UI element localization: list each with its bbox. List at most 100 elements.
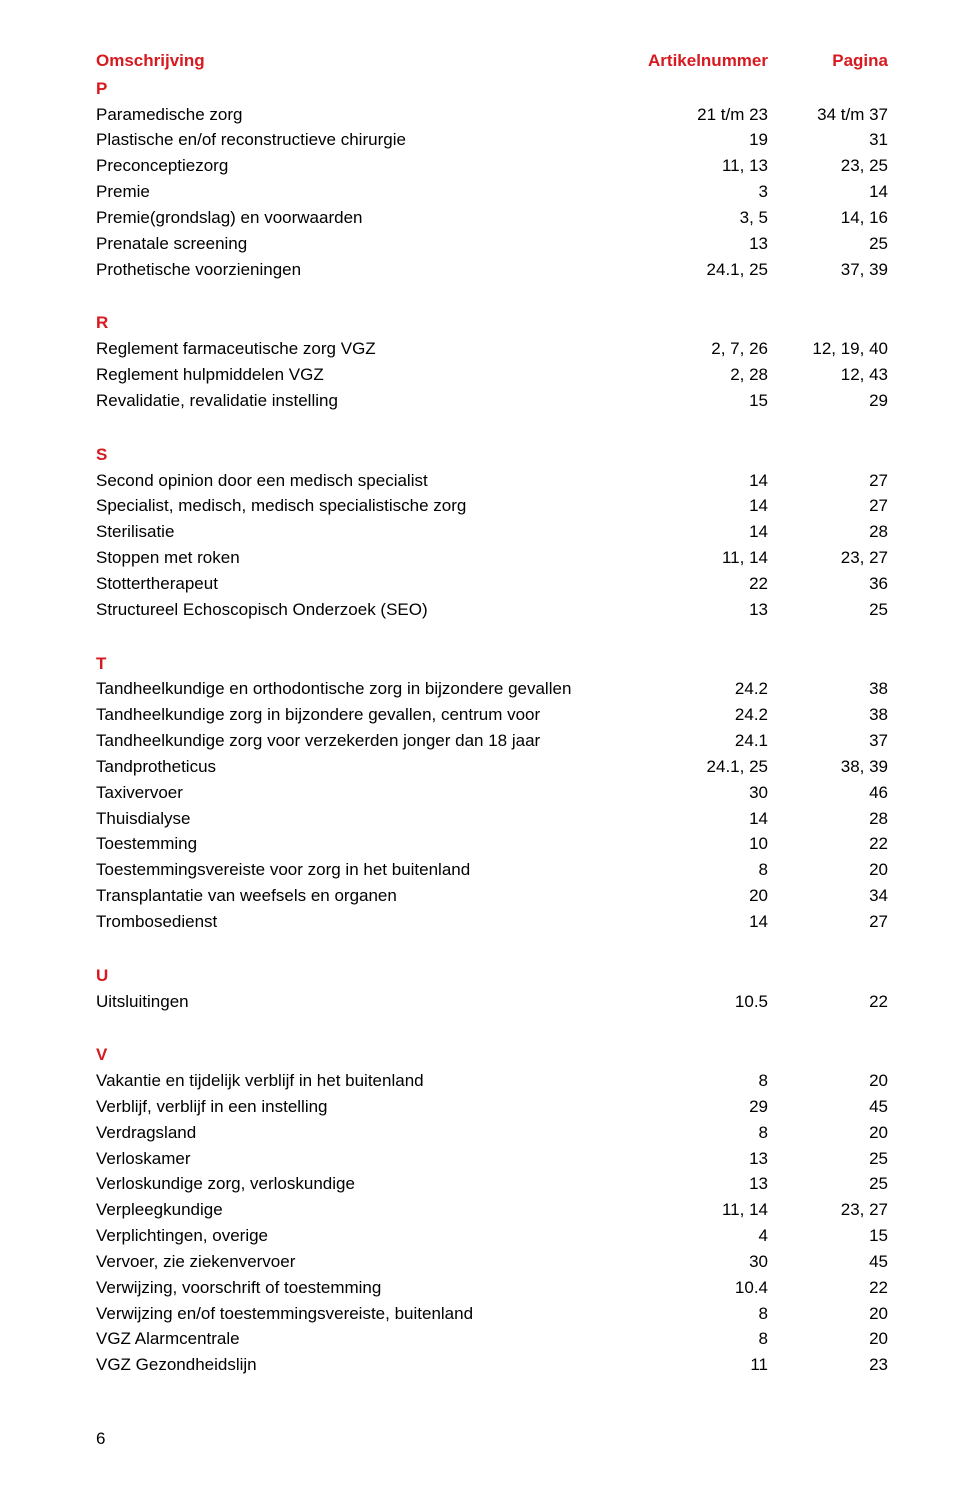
index-row: Specialist, medisch, medisch specialisti… (96, 493, 888, 519)
index-row: Stoppen met roken11, 1423, 27 (96, 545, 888, 571)
index-row-pagina: 23 (768, 1352, 888, 1378)
index-row-description: Vakantie en tijdelijk verblijf in het bu… (96, 1068, 588, 1094)
section-letter: T (96, 651, 888, 677)
index-row-artikelnummer: 24.1 (588, 728, 768, 754)
index-row-pagina: 45 (768, 1249, 888, 1275)
index-row-pagina: 36 (768, 571, 888, 597)
index-row-pagina: 25 (768, 1171, 888, 1197)
index-row-pagina: 20 (768, 1120, 888, 1146)
index-row-description: Second opinion door een medisch speciali… (96, 468, 588, 494)
index-row-description: Preconceptiezorg (96, 153, 588, 179)
index-row-pagina: 37, 39 (768, 257, 888, 283)
index-row-description: Thuisdialyse (96, 806, 588, 832)
index-row-artikelnummer: 29 (588, 1094, 768, 1120)
index-row-description: Prenatale screening (96, 231, 588, 257)
index-row: Thuisdialyse1428 (96, 806, 888, 832)
index-row-description: Reglement farmaceutische zorg VGZ (96, 336, 588, 362)
index-row: Verpleegkundige11, 1423, 27 (96, 1197, 888, 1223)
index-row: Structureel Echoscopisch Onderzoek (SEO)… (96, 597, 888, 623)
index-row-pagina: 20 (768, 1301, 888, 1327)
index-row-artikelnummer: 14 (588, 493, 768, 519)
index-row: Toestemming1022 (96, 831, 888, 857)
index-row-pagina: 14 (768, 179, 888, 205)
index-row: Stottertherapeut2236 (96, 571, 888, 597)
index-row: Taxivervoer3046 (96, 780, 888, 806)
section-letter: P (96, 76, 888, 102)
index-row-description: Reglement hulpmiddelen VGZ (96, 362, 588, 388)
index-row: Verwijzing, voorschrift of toestemming10… (96, 1275, 888, 1301)
index-row-description: Verloskamer (96, 1146, 588, 1172)
index-row: Prothetische voorzieningen24.1, 2537, 39 (96, 257, 888, 283)
index-row-artikelnummer: 13 (588, 231, 768, 257)
index-row-artikelnummer: 14 (588, 468, 768, 494)
index-row-description: Structureel Echoscopisch Onderzoek (SEO) (96, 597, 588, 623)
index-row: Tandheelkundige zorg voor verzekerden jo… (96, 728, 888, 754)
index-row-pagina: 12, 19, 40 (768, 336, 888, 362)
index-row: Premie314 (96, 179, 888, 205)
index-row-description: Verdragsland (96, 1120, 588, 1146)
index-row-description: Uitsluitingen (96, 989, 588, 1015)
index-row-description: VGZ Gezondheidslijn (96, 1352, 588, 1378)
index-row-pagina: 22 (768, 989, 888, 1015)
index-row-artikelnummer: 14 (588, 519, 768, 545)
index-row: Verloskundige zorg, verloskundige1325 (96, 1171, 888, 1197)
index-row: Verdragsland820 (96, 1120, 888, 1146)
index-row-artikelnummer: 4 (588, 1223, 768, 1249)
index-row-artikelnummer: 11, 14 (588, 545, 768, 571)
index-row-pagina: 28 (768, 519, 888, 545)
index-row-description: Tandheelkundige zorg in bijzondere geval… (96, 702, 588, 728)
index-row-pagina: 27 (768, 468, 888, 494)
index-row-description: Revalidatie, revalidatie instelling (96, 388, 588, 414)
index-row-artikelnummer: 14 (588, 909, 768, 935)
section-gap (96, 935, 888, 961)
index-row-pagina: 38 (768, 702, 888, 728)
page-number: 6 (96, 1426, 888, 1452)
index-row: Vakantie en tijdelijk verblijf in het bu… (96, 1068, 888, 1094)
index-row: Second opinion door een medisch speciali… (96, 468, 888, 494)
index-row: Prenatale screening1325 (96, 231, 888, 257)
index-row-artikelnummer: 24.1, 25 (588, 754, 768, 780)
index-row-artikelnummer: 10 (588, 831, 768, 857)
index-row-artikelnummer: 8 (588, 1301, 768, 1327)
index-row-pagina: 23, 25 (768, 153, 888, 179)
index-row-artikelnummer: 11 (588, 1352, 768, 1378)
index-row-artikelnummer: 24.2 (588, 702, 768, 728)
index-row-description: Toestemming (96, 831, 588, 857)
index-row-artikelnummer: 13 (588, 1171, 768, 1197)
index-row-pagina: 25 (768, 1146, 888, 1172)
index-row-pagina: 15 (768, 1223, 888, 1249)
index-row: Toestemmingsvereiste voor zorg in het bu… (96, 857, 888, 883)
index-row-artikelnummer: 22 (588, 571, 768, 597)
index-row-pagina: 38, 39 (768, 754, 888, 780)
index-row-artikelnummer: 8 (588, 1326, 768, 1352)
index-row-pagina: 22 (768, 1275, 888, 1301)
index-row: Verblijf, verblijf in een instelling2945 (96, 1094, 888, 1120)
index-row-artikelnummer: 15 (588, 388, 768, 414)
index-row-description: Verloskundige zorg, verloskundige (96, 1171, 588, 1197)
index-row-artikelnummer: 30 (588, 780, 768, 806)
index-row-description: Plastische en/of reconstructieve chirurg… (96, 127, 588, 153)
index-row-pagina: 34 t/m 37 (768, 102, 888, 128)
header-artikelnummer: Artikelnummer (588, 48, 768, 74)
index-row-artikelnummer: 2, 7, 26 (588, 336, 768, 362)
index-row-pagina: 25 (768, 597, 888, 623)
index-row-description: VGZ Alarmcentrale (96, 1326, 588, 1352)
index-row-description: Sterilisatie (96, 519, 588, 545)
index-row: Reglement farmaceutische zorg VGZ2, 7, 2… (96, 336, 888, 362)
index-row-pagina: 29 (768, 388, 888, 414)
index-row-pagina: 27 (768, 493, 888, 519)
section-letter: V (96, 1042, 888, 1068)
index-row-pagina: 27 (768, 909, 888, 935)
index-row: Verloskamer1325 (96, 1146, 888, 1172)
index-row-pagina: 20 (768, 1068, 888, 1094)
index-row-artikelnummer: 10.5 (588, 989, 768, 1015)
header-pagina: Pagina (768, 48, 888, 74)
index-table: PParamedische zorg21 t/m 2334 t/m 37Plas… (96, 76, 888, 1378)
index-row-description: Premie (96, 179, 588, 205)
index-row: Revalidatie, revalidatie instelling1529 (96, 388, 888, 414)
index-row-pagina: 25 (768, 231, 888, 257)
index-row-description: Prothetische voorzieningen (96, 257, 588, 283)
index-row-pagina: 34 (768, 883, 888, 909)
index-row-pagina: 20 (768, 1326, 888, 1352)
index-row-artikelnummer: 14 (588, 806, 768, 832)
